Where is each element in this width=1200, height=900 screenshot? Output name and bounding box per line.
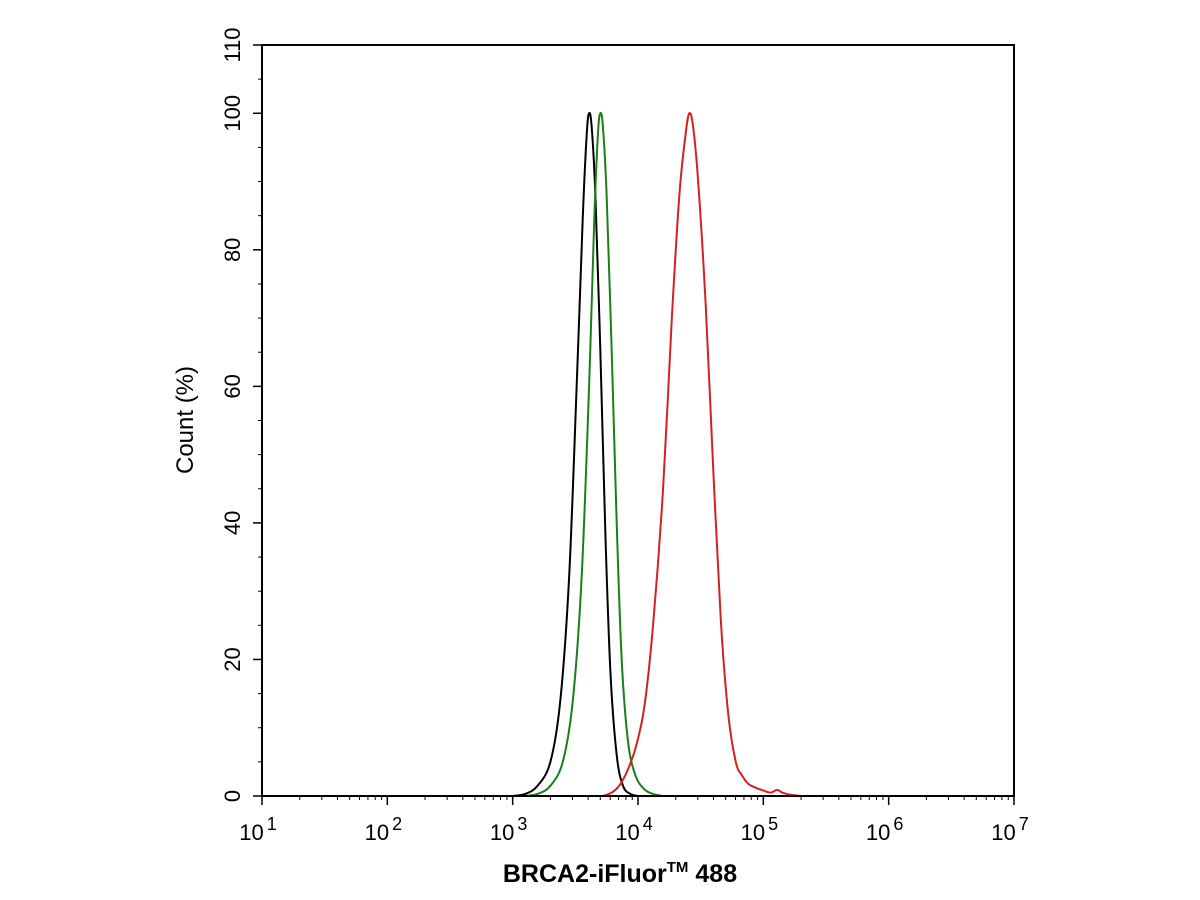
x-tick-base: 10 <box>991 820 1015 845</box>
y-tick-label: 40 <box>220 511 245 535</box>
x-tick-base: 10 <box>365 820 389 845</box>
y-tick-label: 60 <box>220 374 245 398</box>
series-line-3 <box>602 112 802 797</box>
series-line-2 <box>525 111 664 797</box>
series-line-1 <box>512 111 639 797</box>
x-tick-label: 10 2 <box>365 814 403 845</box>
x-tick-base: 10 <box>741 820 765 845</box>
x-tick-base: 10 <box>615 820 639 845</box>
x-axis-label-suffix: 488 <box>688 860 737 888</box>
plot-frame <box>261 44 1015 797</box>
major-ticks <box>253 44 1015 805</box>
x-tick-exponent: 1 <box>267 814 277 834</box>
x-tick-labels: 10 1 10 2 10 3 10 4 10 5 10 6 10 7 <box>239 814 1029 845</box>
y-tick-label: 20 <box>220 647 245 671</box>
x-axis-label: BRCA2-iFluorTM 488 <box>503 859 737 888</box>
y-tick-label: 110 <box>220 27 245 62</box>
y-tick-label: 0 <box>220 790 245 802</box>
x-tick-label: 10 5 <box>741 814 779 845</box>
x-tick-base: 10 <box>490 820 514 845</box>
x-tick-exponent: 5 <box>768 814 778 834</box>
x-axis-label-main: BRCA2-iFluor <box>503 860 667 888</box>
x-tick-label: 10 3 <box>490 814 527 845</box>
x-tick-label: 10 6 <box>866 814 904 845</box>
y-tick-label: 100 <box>220 95 245 132</box>
x-tick-exponent: 7 <box>1019 814 1029 834</box>
x-tick-exponent: 4 <box>643 814 653 834</box>
series-layer <box>512 111 802 797</box>
x-tick-exponent: 3 <box>517 814 527 834</box>
x-tick-label: 10 7 <box>991 814 1029 845</box>
y-axis-label: Count (%) <box>172 366 199 474</box>
minor-ticks <box>258 44 1009 800</box>
x-tick-exponent: 2 <box>392 814 402 834</box>
x-tick-label: 10 1 <box>239 814 277 845</box>
x-tick-label: 10 4 <box>615 814 653 845</box>
x-tick-base: 10 <box>866 820 890 845</box>
x-axis-label-superscript: TM <box>667 859 689 876</box>
y-tick-label: 80 <box>220 238 245 262</box>
x-tick-base: 10 <box>239 820 263 845</box>
y-tick-labels: 0 20 40 60 80 100 110 <box>220 27 245 802</box>
x-tick-exponent: 6 <box>893 814 903 834</box>
